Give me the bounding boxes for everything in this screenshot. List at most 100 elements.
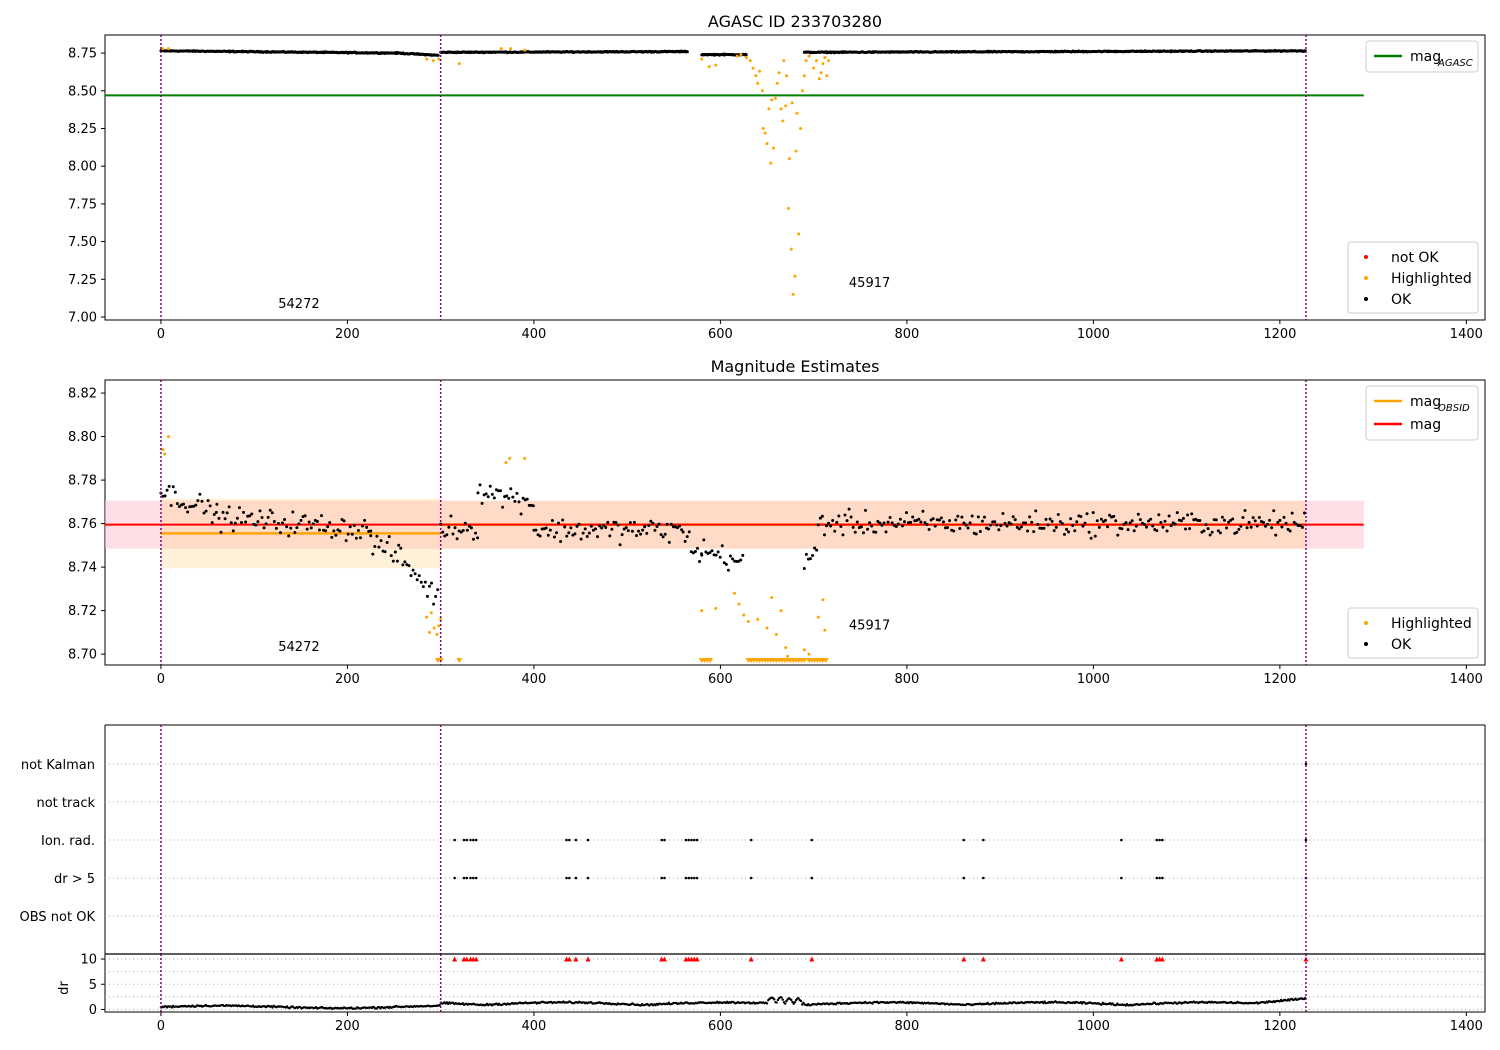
agasc-highlighted-point	[714, 63, 718, 67]
dr-point	[802, 1001, 805, 1005]
estimates-ok-point	[411, 568, 415, 572]
estimates-ok-point	[927, 527, 931, 531]
estimates-ok-point	[242, 510, 246, 514]
estimates-highlighted-point	[802, 648, 806, 652]
estimates-ok-point	[845, 519, 849, 523]
estimates-ok-point	[1056, 512, 1060, 516]
estimates-ok-point	[369, 529, 373, 533]
estimates-ok-point	[389, 554, 393, 558]
estimates-ok-point	[958, 527, 962, 531]
estimates-ok-point	[702, 538, 706, 542]
flags-point	[453, 838, 456, 842]
dr-point	[797, 997, 800, 1000]
dr-point	[800, 1003, 804, 1006]
estimates-ok-point	[505, 494, 509, 498]
estimates-ok-point	[1218, 531, 1222, 535]
estimates-ok-point	[948, 519, 952, 523]
agasc-ytick-label: 8.00	[68, 160, 97, 175]
estimates-ok-point	[214, 510, 218, 514]
agasc-xtick-label: 400	[522, 327, 547, 342]
estimates-ok-point	[1099, 517, 1103, 521]
dr-clipped-marker	[661, 956, 667, 962]
estimates-ok-point	[1288, 529, 1292, 533]
agasc-highlighted-point	[799, 126, 803, 130]
estimates-ok-point	[476, 536, 480, 540]
estimates-highlighted-point	[737, 602, 741, 606]
estimates-ok-point	[1009, 522, 1013, 526]
flags-point	[962, 838, 966, 842]
flags-point	[1120, 876, 1123, 880]
agasc-legend-marker	[1364, 297, 1368, 301]
estimates-highlighted-point	[429, 611, 433, 615]
estimates-ok-point	[1067, 530, 1071, 534]
estimates-ok-point	[888, 515, 892, 519]
estimates-ok-point	[499, 489, 503, 493]
flags-point	[663, 838, 666, 842]
estimates-ok-point	[917, 517, 921, 521]
estimates-ok-point	[925, 523, 929, 527]
estimates-ok-point	[1128, 521, 1132, 525]
estimates-ok-point	[200, 499, 204, 503]
estimates-ok-point	[196, 499, 200, 503]
estimates-ok-point	[525, 497, 529, 501]
estimates-ok-point	[1204, 523, 1208, 527]
estimates-ok-point	[610, 527, 614, 531]
estimates-ytick-label: 8.70	[68, 648, 97, 663]
flags-point	[1155, 838, 1159, 842]
agasc-xtick-label: 1000	[1077, 327, 1110, 342]
estimates-ok-point	[480, 501, 484, 505]
estimates-ok-point	[202, 511, 206, 515]
estimates-ok-point	[447, 525, 451, 529]
estimates-ok-point	[722, 561, 726, 565]
estimates-ok-point	[1005, 524, 1009, 528]
estimates-ok-point	[596, 535, 600, 539]
agasc-xtick-label: 800	[894, 327, 919, 342]
estimates-ok-point	[186, 510, 190, 514]
estimates-ok-point	[430, 581, 434, 585]
estimates-ok-point	[1085, 512, 1089, 516]
estimates-ok-point	[1276, 520, 1280, 524]
agasc-highlighted-point	[700, 57, 704, 61]
estimates-ok-point	[693, 550, 697, 554]
dr-xtick-label: 1200	[1263, 1019, 1296, 1034]
flags-point	[660, 876, 663, 880]
estimates-plot-title: Magnitude Estimates	[711, 357, 880, 376]
flags-point	[695, 838, 699, 842]
estimates-ok-point	[902, 520, 906, 524]
estimates-ytick-label: 8.76	[68, 517, 97, 532]
estimates-ok-point	[900, 524, 904, 528]
estimates-ok-point	[1124, 521, 1128, 525]
estimates-ok-point	[1167, 514, 1171, 518]
agasc-legend-subscript: AGASC	[1437, 58, 1473, 69]
estimates-xtick-label: 200	[335, 672, 360, 687]
estimates-ok-point	[476, 491, 480, 495]
estimates-clipped-marker	[456, 658, 463, 663]
estimates-ok-point	[311, 522, 315, 526]
flags-point	[1304, 762, 1308, 766]
estimates-highlighted-point	[432, 626, 436, 630]
estimates-ok-point	[272, 519, 276, 523]
estimates-ok-point	[324, 529, 328, 533]
estimates-highlighted-point	[807, 652, 811, 656]
estimates-ok-point	[210, 521, 214, 525]
estimates-ok-point	[573, 532, 577, 536]
agasc-lines-legend-frame	[1365, 40, 1479, 73]
estimates-ok-point	[653, 528, 657, 532]
agasc-highlighted-point	[777, 71, 781, 75]
estimates-ok-point	[544, 526, 548, 530]
dr-point	[765, 1002, 769, 1005]
estimates-ok-point	[1023, 521, 1027, 525]
estimates-xtick-label: 1000	[1077, 672, 1110, 687]
estimates-ok-point	[683, 539, 687, 543]
flags-point	[469, 876, 472, 880]
agasc-xtick-label: 1400	[1450, 327, 1483, 342]
agasc-ytick-label: 7.25	[68, 273, 97, 288]
estimates-ok-point	[716, 550, 720, 554]
estimates-ok-point	[401, 563, 405, 567]
estimates-ok-point	[643, 525, 647, 529]
agasc-highlighted-point	[779, 107, 783, 111]
estimates-ok-point	[728, 554, 732, 558]
estimates-ok-point	[369, 534, 373, 538]
agasc-highlighted-point	[814, 59, 818, 63]
agasc-highlighted-point	[523, 48, 527, 52]
